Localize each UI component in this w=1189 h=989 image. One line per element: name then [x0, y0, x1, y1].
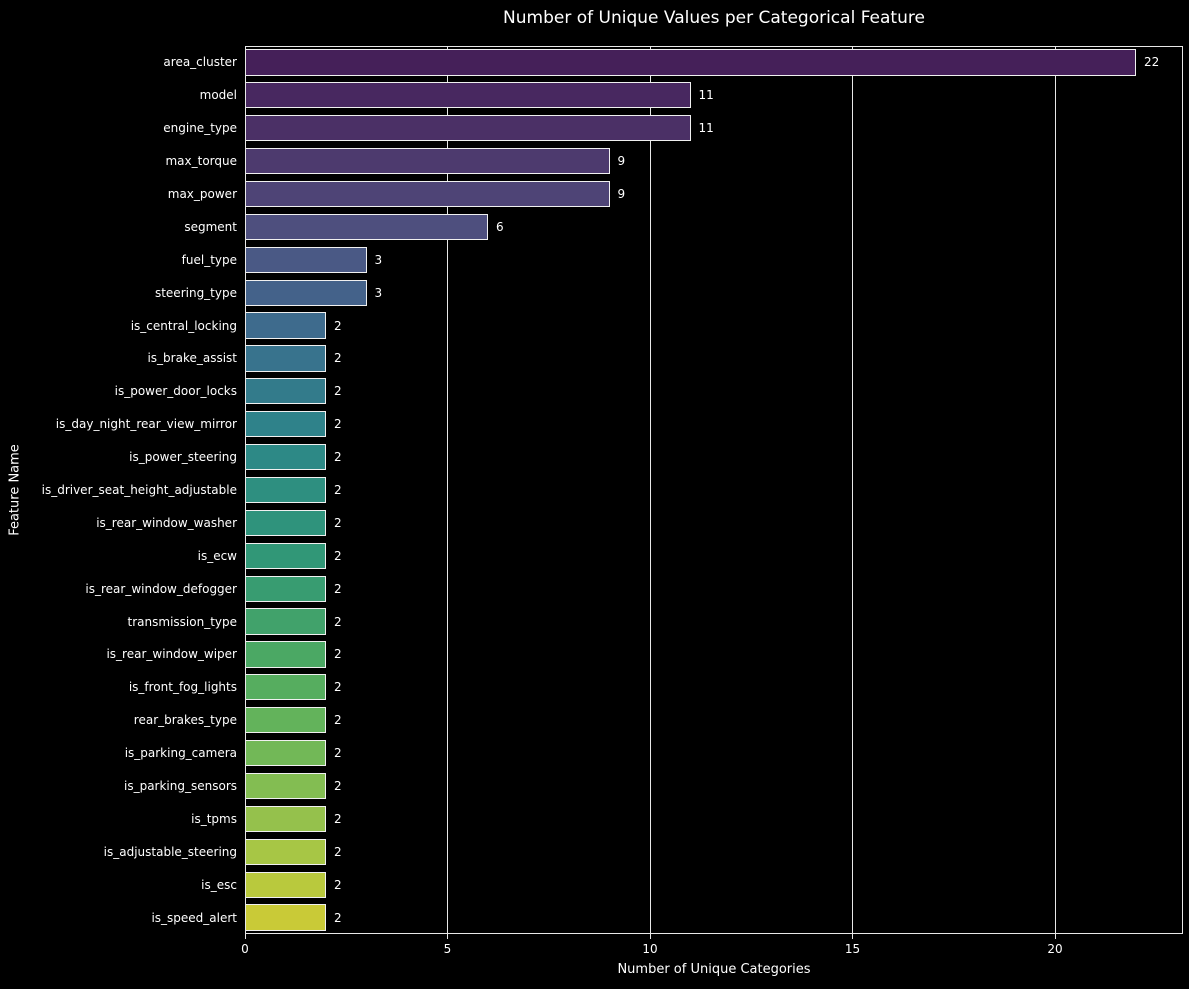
bar-is_power_door_locks [245, 378, 326, 405]
bar-fuel_type [245, 246, 367, 273]
bar-is_ecw [245, 542, 326, 569]
x-axis-label: Number of Unique Categories [617, 962, 811, 977]
x-tick-mark-5 [447, 934, 448, 939]
bar-value-steering_type: 3 [374, 285, 383, 300]
bar-is_central_locking [245, 312, 326, 339]
bar-value-is_esc: 2 [334, 877, 342, 892]
y-tick-label-is_ecw: is_ecw [197, 548, 237, 563]
y-tick-label-max_power: max_power [167, 187, 237, 201]
y-tick-label-max_torque: max_torque [165, 154, 237, 169]
y-tick-label-is_parking_camera: is_parking_camera [124, 746, 237, 761]
y-tick-label-is_rear_window_defogger: is_rear_window_defogger [85, 581, 237, 596]
bar-segment [245, 213, 488, 240]
bar-value-is_driver_seat_height_adjustable: 2 [334, 483, 342, 497]
gridline-x-10 [649, 46, 651, 934]
y-tick-label-is_rear_window_washer: is_rear_window_washer [96, 515, 237, 530]
y-tick-label-is_rear_window_wiper: is_rear_window_wiper [106, 647, 237, 662]
bar-value-rear_brakes_type: 2 [334, 713, 342, 728]
bar-is_driver_seat_height_adjustable [245, 476, 326, 504]
bar-rear_brakes_type [245, 707, 326, 734]
bar-value-is_parking_sensors: 2 [334, 779, 342, 793]
y-tick-label-is_central_locking: is_central_locking [130, 318, 237, 333]
x-tick-label-20: 20 [1047, 942, 1063, 956]
bar-value-is_power_door_locks: 2 [334, 384, 342, 399]
gridline-x-20 [1054, 46, 1056, 934]
bar-is_parking_sensors [245, 772, 326, 800]
bar-area_cluster [245, 49, 1136, 76]
bar-value-is_parking_camera: 2 [334, 746, 342, 761]
y-tick-label-is_parking_sensors: is_parking_sensors [123, 779, 237, 793]
y-tick-label-is_power_door_locks: is_power_door_locks [114, 384, 237, 399]
bar-model [245, 82, 691, 109]
x-tick-mark-0 [244, 934, 246, 939]
bar-max_torque [245, 148, 610, 175]
bar-value-is_rear_window_wiper: 2 [334, 647, 342, 662]
bar-engine_type [245, 115, 691, 142]
bar-is_rear_window_wiper [245, 641, 326, 668]
y-tick-label-is_front_fog_lights: is_front_fog_lights [128, 680, 237, 695]
bar-value-is_central_locking: 2 [334, 318, 342, 333]
y-tick-label-is_esc: is_esc [201, 877, 237, 892]
x-tick-label-15: 15 [844, 942, 861, 956]
bar-transmission_type [245, 608, 326, 635]
y-tick-label-area_cluster: area_cluster [163, 55, 237, 70]
y-tick-label-transmission_type: transmission_type [127, 614, 237, 629]
bar-is_parking_camera [245, 740, 326, 767]
x-tick-mark-20 [1054, 934, 1056, 939]
bar-is_brake_assist [245, 345, 326, 372]
chart-title: Number of Unique Values per Categorical … [503, 8, 925, 28]
x-tick-mark-15 [852, 934, 853, 939]
bar-is_rear_window_washer [245, 509, 326, 536]
bar-value-is_brake_assist: 2 [334, 351, 342, 366]
bar-value-model: 11 [698, 88, 714, 103]
bar-value-is_rear_window_defogger: 2 [334, 581, 342, 596]
y-tick-label-is_day_night_rear_view_mirror: is_day_night_rear_view_mirror [55, 417, 237, 432]
y-tick-label-is_tpms: is_tpms [191, 811, 237, 826]
bar-value-max_torque: 9 [617, 154, 626, 169]
y-tick-label-is_power_steering: is_power_steering [129, 450, 237, 465]
y-tick-label-is_adjustable_steering: is_adjustable_steering [103, 844, 237, 859]
bar-steering_type [245, 279, 367, 306]
bar-is_power_steering [245, 444, 326, 471]
y-tick-label-model: model [199, 88, 237, 103]
bar-value-is_ecw: 2 [334, 548, 342, 563]
y-tick-label-is_brake_assist: is_brake_assist [147, 351, 237, 366]
bar-value-is_speed_alert: 2 [334, 910, 342, 925]
bar-value-is_adjustable_steering: 2 [334, 844, 342, 859]
bar-value-engine_type: 11 [698, 121, 714, 136]
bar-is_day_night_rear_view_mirror [245, 411, 326, 438]
x-tick-mark-10 [649, 934, 651, 939]
bar-is_tpms [245, 805, 326, 832]
bar-value-is_front_fog_lights: 2 [334, 680, 342, 695]
bar-is_rear_window_defogger [245, 575, 326, 602]
bar-value-max_power: 9 [617, 187, 626, 201]
bar-value-segment: 6 [496, 219, 504, 234]
y-tick-label-fuel_type: fuel_type [181, 252, 237, 267]
bar-value-is_tpms: 2 [334, 811, 342, 826]
plot-area [245, 46, 1183, 934]
bar-is_esc [245, 871, 326, 898]
bar-is_front_fog_lights [245, 674, 326, 701]
bar-value-is_day_night_rear_view_mirror: 2 [334, 417, 342, 432]
bar-value-fuel_type: 3 [374, 252, 383, 267]
bar-value-is_rear_window_washer: 2 [334, 515, 342, 530]
bar-is_adjustable_steering [245, 838, 326, 865]
x-tick-label-5: 5 [443, 942, 452, 956]
gridline-x-15 [852, 46, 853, 934]
bar-is_speed_alert [245, 904, 326, 931]
x-tick-label-10: 10 [642, 942, 658, 956]
y-tick-label-rear_brakes_type: rear_brakes_type [133, 713, 237, 728]
y-tick-label-is_speed_alert: is_speed_alert [151, 910, 237, 925]
bar-value-transmission_type: 2 [334, 614, 342, 629]
y-tick-label-steering_type: steering_type [154, 285, 237, 300]
bar-value-is_power_steering: 2 [334, 450, 342, 465]
bar-max_power [245, 180, 610, 208]
y-tick-label-engine_type: engine_type [163, 121, 237, 136]
bar-value-area_cluster: 22 [1144, 55, 1160, 70]
y-tick-label-is_driver_seat_height_adjustable: is_driver_seat_height_adjustable [41, 483, 237, 497]
x-tick-label-0: 0 [241, 942, 249, 956]
gridline-x-5 [447, 46, 448, 934]
y-tick-label-segment: segment [184, 219, 237, 234]
